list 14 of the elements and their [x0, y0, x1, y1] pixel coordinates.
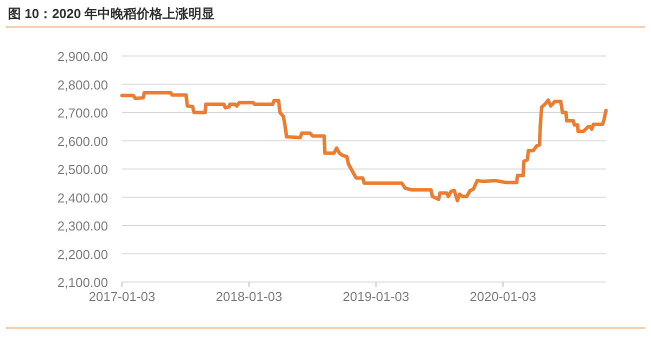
y-tick-label: 2,300.00 [57, 218, 108, 234]
x-tick-label: 2018-01-03 [216, 289, 282, 304]
x-tick-label: 2019-01-03 [342, 289, 410, 304]
y-tick-label: 2,400.00 [57, 190, 108, 206]
title: 图 10：2020 年中晚稻价格上涨明显 [8, 6, 215, 21]
y-tick-label: 2,500.00 [57, 162, 108, 177]
y-tick-label: 2,200.00 [57, 246, 108, 262]
y-tick-label: 2,600.00 [57, 134, 108, 149]
y-tick-label: 2,100.00 [57, 275, 108, 290]
x-tick-label: 2020-01-03 [470, 289, 536, 304]
x-tick-label: 2017-01-03 [88, 289, 156, 304]
y-tick-label: 2,800.00 [57, 77, 108, 92]
y-tick-label: 2,700.00 [57, 106, 108, 120]
y-tick-label: 2,900.00 [57, 49, 108, 64]
